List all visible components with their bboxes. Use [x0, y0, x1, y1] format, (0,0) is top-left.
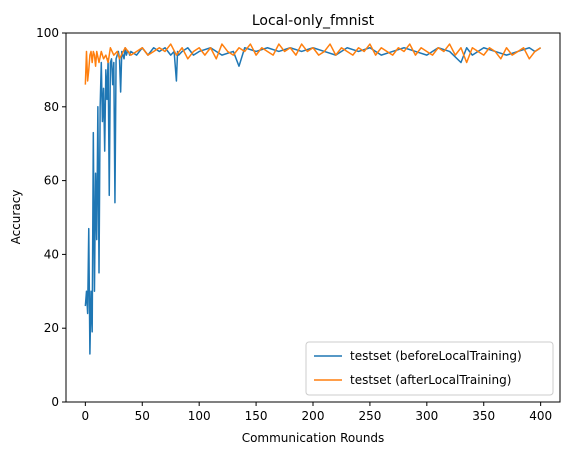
- x-axis-label: Communication Rounds: [242, 431, 385, 445]
- y-tick-label: 80: [44, 100, 59, 114]
- legend-label-before: testset (beforeLocalTraining): [350, 349, 522, 363]
- x-tick-label: 400: [529, 409, 552, 423]
- x-tick-label: 100: [188, 409, 211, 423]
- x-tick-label: 300: [415, 409, 438, 423]
- legend-box: [305, 341, 554, 396]
- y-tick-label: 60: [44, 174, 59, 188]
- legend-label-after: testset (afterLocalTraining): [350, 373, 511, 387]
- x-tick-label: 150: [245, 409, 268, 423]
- x-tick-label: 0: [82, 409, 90, 423]
- chart-title: Local-only_fmnist: [252, 13, 375, 29]
- x-tick-label: 350: [472, 409, 495, 423]
- y-axis: 0 20 40 60 80 100: [36, 26, 66, 409]
- plot-area: [84, 43, 542, 355]
- y-tick-label: 100: [36, 26, 59, 40]
- legend: testset (beforeLocalTraining) testset (a…: [305, 341, 554, 396]
- series-line-0: [84, 47, 542, 355]
- y-tick-label: 0: [51, 395, 59, 409]
- x-tick-label: 50: [135, 409, 150, 423]
- x-axis: 0 50 100 150 200 250 300 350 400: [82, 402, 552, 423]
- x-tick-label: 250: [358, 409, 381, 423]
- y-tick-label: 40: [44, 247, 59, 261]
- x-tick-label: 200: [302, 409, 325, 423]
- series-line-1: [84, 43, 542, 85]
- y-axis-label: Accuracy: [9, 190, 23, 245]
- y-tick-label: 20: [44, 321, 59, 335]
